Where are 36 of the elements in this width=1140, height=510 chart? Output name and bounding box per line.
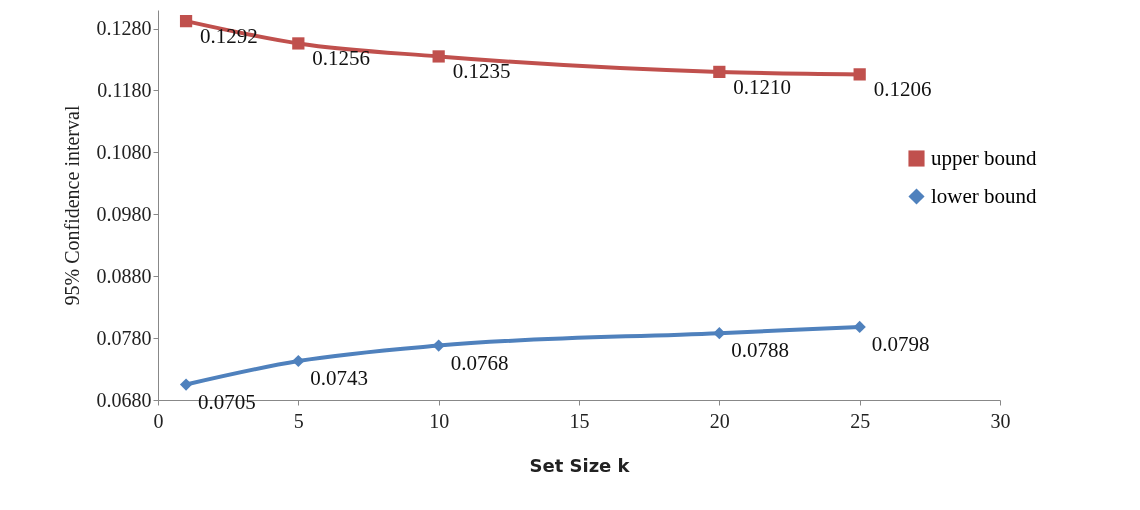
x-tick-label: 0 (153, 409, 164, 432)
point (432, 50, 445, 63)
legend-label: lower bound (931, 183, 1038, 208)
point (292, 37, 305, 50)
data-label: 0.0705 (198, 389, 256, 414)
y-axis-title: 95% Confidence interval (60, 105, 83, 306)
x-axis-title: Set Size k (529, 454, 631, 476)
x-tick-label: 25 (850, 409, 871, 432)
data-label: 0.1292 (200, 24, 258, 49)
data-label: 0.1235 (452, 59, 511, 84)
point (179, 378, 193, 391)
data-label: 0.1206 (873, 77, 932, 102)
data-label: 0.0788 (731, 338, 790, 363)
point (179, 15, 193, 28)
x-tick-label: 5 (293, 409, 304, 432)
data-label: 0.0768 (450, 350, 509, 375)
y-tick-label: 0.1180 (97, 78, 152, 101)
y-tick-label: 0.0880 (96, 264, 152, 287)
data-label: 0.0798 (871, 331, 930, 356)
point (292, 354, 305, 368)
point (853, 320, 866, 334)
legend-label: upper bound (931, 145, 1038, 170)
x-tick-label: 30 (990, 409, 1011, 432)
x-tick-label: 15 (569, 409, 590, 432)
data-label: 0.1256 (312, 46, 371, 71)
y-tick-label: 0.0780 (96, 326, 152, 349)
x-tick-label: 20 (709, 409, 730, 432)
data-label: 0.1210 (733, 74, 792, 99)
y-tick-label: 0.1280 (96, 17, 152, 40)
y-tick-label: 0.0980 (96, 202, 152, 225)
y-tick-label: 0.1080 (96, 140, 152, 163)
data-label: 0.0743 (310, 366, 369, 390)
point (713, 65, 726, 79)
point (853, 68, 866, 81)
y-tick-label: 0.0680 (96, 388, 152, 411)
x-tick-label: 10 (429, 409, 450, 432)
